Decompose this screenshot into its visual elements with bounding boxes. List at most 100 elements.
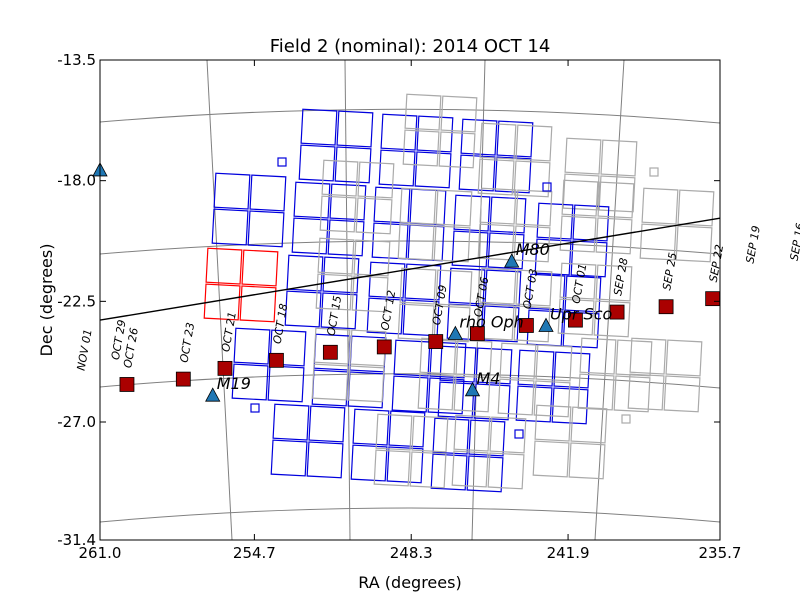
ccd-chip: [317, 237, 355, 275]
ccd-chip: [427, 377, 465, 415]
ccd-chip: [453, 194, 491, 232]
sun-position-marker: [568, 312, 583, 328]
ccd-module: [391, 339, 467, 415]
y-axis-label: Dec (degrees): [37, 244, 56, 357]
ccd-chip: [388, 410, 426, 448]
ccd-chip: [435, 269, 473, 307]
ccd-module: [397, 187, 473, 263]
ccd-chip: [460, 118, 498, 156]
ccd-chip: [211, 208, 249, 246]
ccd-chip: [386, 446, 424, 484]
x-tick-label: 241.9: [547, 544, 590, 562]
ccd-chip: [639, 223, 677, 261]
ccd-chip: [451, 230, 489, 268]
ccd-chip: [600, 139, 638, 177]
y-axis-ticks: -13.5 -18.0 -22.5 -27.0 -31.4: [57, 51, 720, 549]
ccd-chip: [373, 449, 411, 487]
sun-date-label: NOV 01: [75, 328, 95, 372]
ccd-chip: [347, 371, 385, 409]
y-tick-label: -31.4: [57, 531, 96, 549]
sun-position-marker: [469, 326, 485, 341]
sun-position-marker: [519, 318, 534, 333]
sun-position-marker: [217, 360, 233, 376]
ccd-chip: [231, 363, 269, 401]
x-axis-label: RA (degrees): [358, 573, 461, 592]
ccd-chip: [564, 275, 602, 313]
ccd-chip: [561, 179, 599, 217]
ccd-chip: [300, 108, 338, 146]
sun-date-label: OCT 03: [521, 268, 541, 310]
ccd-chip: [557, 298, 595, 336]
ccd-chip: [327, 219, 365, 257]
ccd-chip: [466, 455, 504, 493]
ccd-module: [378, 113, 454, 189]
ccd-chip: [551, 387, 589, 425]
ccd-chip: [351, 275, 389, 313]
ccd-chip: [568, 442, 606, 480]
ccd-chip: [489, 416, 527, 454]
ccd-module: [532, 404, 608, 480]
ccd-chip: [534, 404, 572, 442]
ccd-chip: [629, 337, 667, 375]
ccd-chip: [675, 225, 713, 263]
ccd-chip: [432, 417, 470, 455]
target-marker: [504, 253, 520, 268]
sun-date-label: OCT 12: [378, 289, 398, 331]
ccd-module: [627, 337, 703, 413]
ccd-small-chip: [514, 429, 524, 439]
x-tick-label: 254.7: [233, 544, 276, 562]
ccd-module: [298, 108, 374, 184]
ccd-chip: [595, 217, 633, 255]
ccd-chip: [597, 181, 635, 219]
ccd-chip: [627, 373, 665, 411]
ccd-chip: [477, 303, 515, 341]
sun-position-marker: [376, 339, 392, 355]
ccd-chip: [489, 196, 527, 234]
ccd-module: [451, 414, 527, 490]
x-axis-ticks: 261.0 254.7 248.3 241.9 235.7: [79, 60, 742, 562]
ccd-chip: [448, 267, 486, 305]
ccd-chip: [291, 217, 329, 255]
x-tick-label: 235.7: [699, 544, 742, 562]
ecliptic-line: [100, 217, 720, 321]
ccd-chip: [247, 210, 285, 248]
ccd-chip: [319, 195, 357, 233]
sun-position-marker: [175, 371, 191, 387]
ccd-module: [458, 118, 534, 194]
ccd-chip: [579, 337, 617, 375]
ccd-chip: [404, 93, 442, 131]
ccd-chip: [533, 380, 571, 418]
sun-date-label: SEP 28: [611, 257, 630, 297]
ccd-chip: [477, 223, 515, 261]
ccd-chip: [430, 453, 468, 491]
ccd-chip: [468, 419, 506, 457]
sun-position-marker: [322, 344, 338, 360]
ccd-chip: [272, 403, 310, 441]
ccd-module: [497, 342, 573, 418]
ccd-chip: [665, 339, 703, 377]
target-label: M80: [516, 240, 550, 259]
ccd-module: [477, 187, 553, 263]
ccd-chip: [347, 365, 385, 403]
ccd-chip: [368, 261, 406, 299]
ccd-chip: [336, 110, 374, 148]
ccd-module: [350, 408, 426, 484]
ccd-chip: [515, 385, 553, 423]
ccd-chip: [473, 383, 511, 421]
ccd-module: [477, 122, 553, 198]
ccd-chip: [615, 339, 653, 377]
ccd-module: [562, 137, 638, 213]
y-tick-label: -18.0: [57, 172, 96, 190]
ccd-chip: [380, 113, 418, 151]
ccd-chip: [267, 365, 305, 403]
ccd-chip: [535, 344, 573, 382]
ccd-chip: [515, 189, 553, 227]
ccd-chip: [559, 215, 597, 253]
ccd-module: [211, 172, 287, 248]
grid-ra-line: [344, 60, 351, 540]
y-tick-label: -27.0: [57, 413, 96, 431]
ccd-chip: [562, 173, 600, 211]
ccd-chip: [663, 375, 701, 413]
ccd-chip: [613, 375, 651, 413]
